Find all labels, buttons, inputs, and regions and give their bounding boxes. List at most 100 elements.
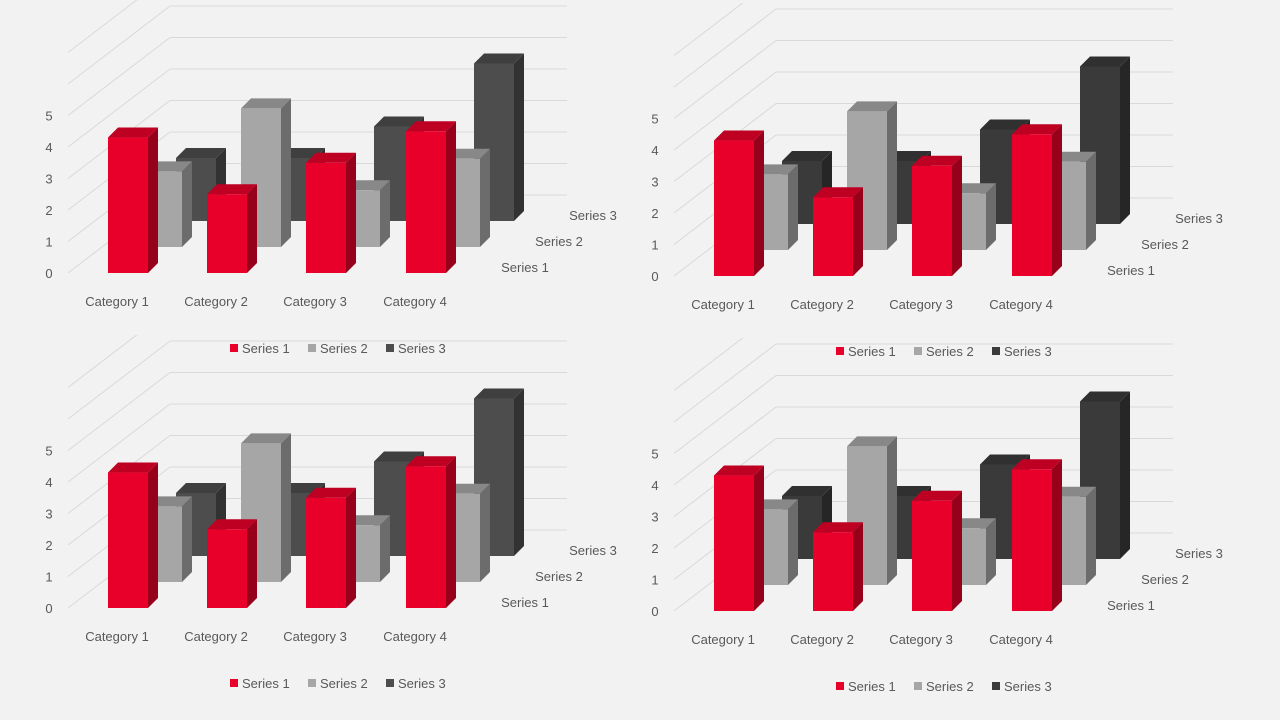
- y-tick-label: 1: [45, 570, 52, 585]
- legend-label: Series 1: [242, 676, 290, 691]
- y-tick-label: 5: [45, 109, 52, 124]
- gridline: [67, 340, 171, 420]
- depth-axis-label: Series 1: [501, 595, 549, 610]
- gridline: [67, 335, 138, 388]
- depth-axis-label: Series 3: [1175, 211, 1223, 226]
- chart-plot: 0 1 2 3 4 5 Category 1 Category 2 Category 3 Cate…: [45, 0, 617, 309]
- chart-top-right: 0 1 2 3 4 5 Category 1 Category 2 Category 3 Cate…: [651, 3, 1223, 359]
- depth-axis-label: Series 2: [535, 569, 583, 584]
- gridline: [67, 5, 171, 85]
- y-tick-label: 3: [45, 507, 52, 522]
- legend-swatch: [836, 682, 844, 690]
- y-tick-label: 4: [45, 475, 52, 490]
- legend-label: Series 3: [398, 676, 446, 691]
- legend-label: Series 3: [1004, 679, 1052, 694]
- gridline: [67, 68, 171, 148]
- x-tick-label: Category 2: [184, 629, 248, 644]
- legend-swatch: [836, 347, 844, 355]
- x-tick-label: Category 4: [989, 632, 1053, 647]
- depth-axis-label: Series 1: [1107, 598, 1155, 613]
- y-tick-label: 2: [651, 206, 658, 221]
- y-tick-label: 3: [651, 510, 658, 525]
- bar: [813, 522, 863, 611]
- y-tick-label: 1: [651, 573, 658, 588]
- legend-label: Series 2: [926, 344, 974, 359]
- x-tick-label: Category 4: [383, 629, 447, 644]
- y-tick-label: 4: [45, 140, 52, 155]
- legend-swatch: [230, 679, 238, 687]
- x-tick-label: Category 3: [889, 297, 953, 312]
- bar: [474, 53, 524, 221]
- y-tick-label: 4: [651, 478, 658, 493]
- gridline: [673, 343, 777, 423]
- bar: [108, 127, 158, 273]
- y-tick-label: 3: [45, 172, 52, 187]
- gridline: [67, 37, 171, 116]
- legend-label: Series 3: [398, 341, 446, 356]
- gridline: [67, 403, 171, 483]
- chart-bottom-left: 0 1 2 3 4 5 Category 1 Category 2 Category 3 Cate…: [45, 335, 617, 691]
- bar: [847, 436, 897, 585]
- bar: [207, 519, 257, 608]
- legend: Series 1 Series 2 Series 3: [836, 679, 1052, 694]
- legend-item: Series 2: [308, 676, 368, 691]
- y-tick-label: 0: [45, 266, 52, 281]
- legend-label: Series 3: [1004, 344, 1052, 359]
- depth-axis-label: Series 1: [501, 260, 549, 275]
- legend-label: Series 2: [926, 679, 974, 694]
- gridline: [67, 0, 138, 53]
- chart-top-left: 0 1 2 3 4 5 Category 1 Category 2 Category 3 Cate…: [45, 0, 617, 356]
- depth-axis-label: Series 2: [1141, 237, 1189, 252]
- chart-plot: 0 1 2 3 4 5 Category 1 Category 2 Category 3 Cate…: [651, 338, 1223, 647]
- bar: [847, 101, 897, 251]
- legend: Series 1 Series 2 Series 3: [836, 344, 1052, 359]
- legend-item: Series 1: [230, 341, 290, 356]
- legend-label: Series 2: [320, 341, 368, 356]
- y-tick-label: 2: [45, 203, 52, 218]
- bar: [108, 462, 158, 608]
- depth-axis-label: Series 3: [569, 543, 617, 558]
- legend-swatch: [386, 344, 394, 352]
- legend-item: Series 2: [914, 679, 974, 694]
- bar: [306, 152, 356, 273]
- bar: [912, 490, 962, 611]
- x-tick-label: Category 3: [889, 632, 953, 647]
- y-tick-label: 5: [651, 447, 658, 462]
- gridline: [673, 3, 744, 56]
- bar: [406, 121, 456, 273]
- bar: [912, 155, 962, 276]
- x-tick-label: Category 2: [790, 632, 854, 647]
- bar: [406, 456, 456, 608]
- legend-swatch: [992, 347, 1000, 355]
- gridline: [673, 406, 777, 486]
- y-tick-label: 0: [651, 269, 658, 284]
- gridline: [673, 8, 777, 88]
- gridline: [673, 40, 777, 119]
- x-tick-label: Category 4: [383, 294, 447, 309]
- bar: [474, 388, 524, 556]
- legend-swatch: [230, 344, 238, 352]
- legend-label: Series 2: [320, 676, 368, 691]
- legend-item: Series 2: [308, 341, 368, 356]
- y-tick-label: 2: [45, 538, 52, 553]
- gridline: [673, 338, 744, 391]
- legend-item: Series 1: [836, 344, 896, 359]
- legend-item: Series 2: [914, 344, 974, 359]
- y-tick-label: 5: [45, 444, 52, 459]
- y-tick-label: 1: [45, 235, 52, 250]
- legend-swatch: [914, 682, 922, 690]
- y-tick-label: 3: [651, 175, 658, 190]
- legend-swatch: [308, 679, 316, 687]
- legend: Series 1 Series 2 Series 3: [230, 676, 446, 691]
- bar: [714, 465, 764, 611]
- legend-item: Series 3: [992, 344, 1052, 359]
- depth-axis-label: Series 2: [1141, 572, 1189, 587]
- legend-label: Series 1: [242, 341, 290, 356]
- gridline: [67, 372, 171, 451]
- x-tick-label: Category 1: [85, 294, 149, 309]
- legend-item: Series 3: [992, 679, 1052, 694]
- bar: [1012, 459, 1062, 611]
- chart-plot: 0 1 2 3 4 5 Category 1 Category 2 Category 3 Cate…: [45, 335, 617, 644]
- bar: [241, 98, 291, 248]
- x-tick-label: Category 1: [691, 297, 755, 312]
